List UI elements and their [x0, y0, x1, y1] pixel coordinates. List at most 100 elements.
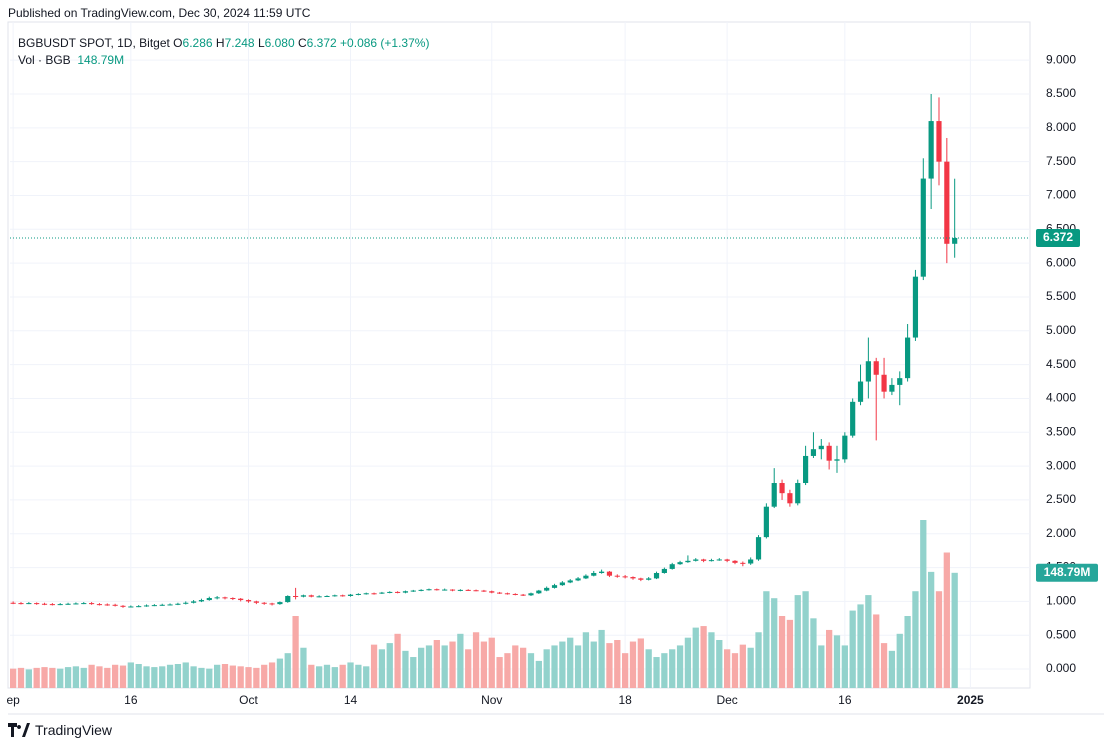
- volume-bar: [441, 645, 448, 688]
- volume-bar: [323, 664, 331, 688]
- candle-body: [222, 597, 228, 599]
- volume-bar: [253, 667, 260, 688]
- volume-bar: [268, 662, 276, 688]
- volume-bar: [190, 666, 197, 688]
- candle-body: [622, 576, 628, 578]
- volume-bar: [292, 616, 299, 688]
- volume-bar: [17, 667, 25, 688]
- volume-bar: [386, 643, 393, 688]
- volume-bar: [951, 572, 958, 688]
- volume-bar: [151, 667, 158, 688]
- candle-body: [669, 564, 675, 569]
- volume-bar: [229, 665, 236, 688]
- volume-bar: [771, 598, 778, 688]
- x-tick-label: Oct: [239, 693, 258, 707]
- candle-body: [143, 605, 150, 607]
- volume-bar: [559, 641, 566, 688]
- candle-body: [175, 603, 181, 605]
- candle-body: [638, 578, 644, 580]
- x-tick-label: Nov: [481, 693, 502, 707]
- legend-key: L: [257, 36, 265, 50]
- volume-bar: [347, 662, 354, 688]
- volume-tag-label: 148.79M: [1044, 565, 1091, 579]
- candle-body: [905, 337, 911, 379]
- candle-body: [810, 449, 817, 456]
- y-tick-label: 2.000: [1046, 526, 1076, 540]
- volume-bar: [598, 629, 605, 688]
- volume-bar: [159, 666, 166, 688]
- candle-body: [410, 590, 416, 592]
- volume-bar: [480, 641, 488, 688]
- candle-body: [167, 604, 173, 606]
- volume-bar: [888, 650, 896, 688]
- candle-body: [834, 459, 840, 461]
- volume-bar: [261, 664, 268, 688]
- volume-bar: [418, 647, 425, 688]
- volume-bar: [896, 633, 903, 688]
- candle-body: [732, 560, 738, 563]
- y-tick-label: 8.000: [1046, 120, 1076, 134]
- candle-body: [865, 361, 871, 382]
- y-tick-label: 0.500: [1046, 627, 1076, 641]
- candle-body: [497, 592, 503, 594]
- candle-body: [771, 483, 777, 507]
- volume-bar: [370, 644, 378, 688]
- candle-body: [120, 605, 126, 607]
- candle-body: [685, 560, 691, 563]
- candle-body: [238, 598, 244, 601]
- candle-body: [559, 582, 565, 586]
- volume-bar: [96, 666, 103, 688]
- volume-bar: [394, 633, 401, 688]
- candle-body: [418, 589, 424, 591]
- volume-bar: [904, 616, 911, 688]
- candle-body: [857, 381, 864, 402]
- candle-body: [379, 592, 385, 594]
- candle-body: [591, 572, 597, 576]
- volume-bar: [826, 629, 833, 688]
- candle-body: [363, 593, 369, 595]
- candle-body: [387, 591, 393, 593]
- candle-body: [73, 603, 79, 605]
- candle-body: [701, 559, 707, 561]
- candle-body: [936, 121, 942, 162]
- candle-body: [81, 603, 87, 605]
- volume-tag: [1036, 563, 1098, 582]
- candle-body: [473, 590, 479, 592]
- candle-body: [253, 601, 259, 603]
- candle-body: [198, 600, 205, 602]
- candle-body: [128, 606, 134, 608]
- volume-bar: [378, 649, 386, 688]
- volume-bar: [590, 641, 597, 688]
- candle-body: [677, 562, 683, 565]
- legend-value: 6.080: [264, 36, 295, 50]
- y-tick-label: 5.000: [1046, 323, 1076, 337]
- candle-body: [826, 445, 832, 461]
- candle-body: [716, 559, 722, 561]
- candle-body: [708, 560, 715, 562]
- candle-body: [104, 604, 110, 606]
- volume-bar: [80, 667, 87, 688]
- x-tick-label: 16: [124, 693, 138, 707]
- candle-body: [873, 361, 879, 375]
- y-tick-label: 6.000: [1046, 255, 1076, 269]
- candle-body: [755, 537, 762, 560]
- candle-body: [551, 585, 558, 588]
- volume-bar: [276, 658, 284, 688]
- x-tick-label: Dec: [716, 693, 737, 707]
- volume-bar: [527, 653, 535, 688]
- volume-bar: [724, 649, 731, 688]
- candle-body: [10, 602, 16, 604]
- candle-body: [230, 598, 236, 600]
- brand: TradingView: [35, 722, 113, 738]
- volume-bar: [182, 662, 189, 688]
- x-tick-label: 2025: [957, 693, 984, 707]
- candle-body: [606, 571, 613, 576]
- candle-body: [347, 594, 354, 596]
- last-price-tag: [1036, 228, 1080, 247]
- volume-bar: [943, 552, 950, 688]
- candle-body: [512, 593, 518, 595]
- legend: BGBUSDT SPOT, 1D, Bitget O6.286 H7.248 L…: [18, 35, 429, 69]
- candle-body: [795, 483, 801, 504]
- candle-body: [245, 600, 252, 602]
- candle-body: [57, 604, 63, 606]
